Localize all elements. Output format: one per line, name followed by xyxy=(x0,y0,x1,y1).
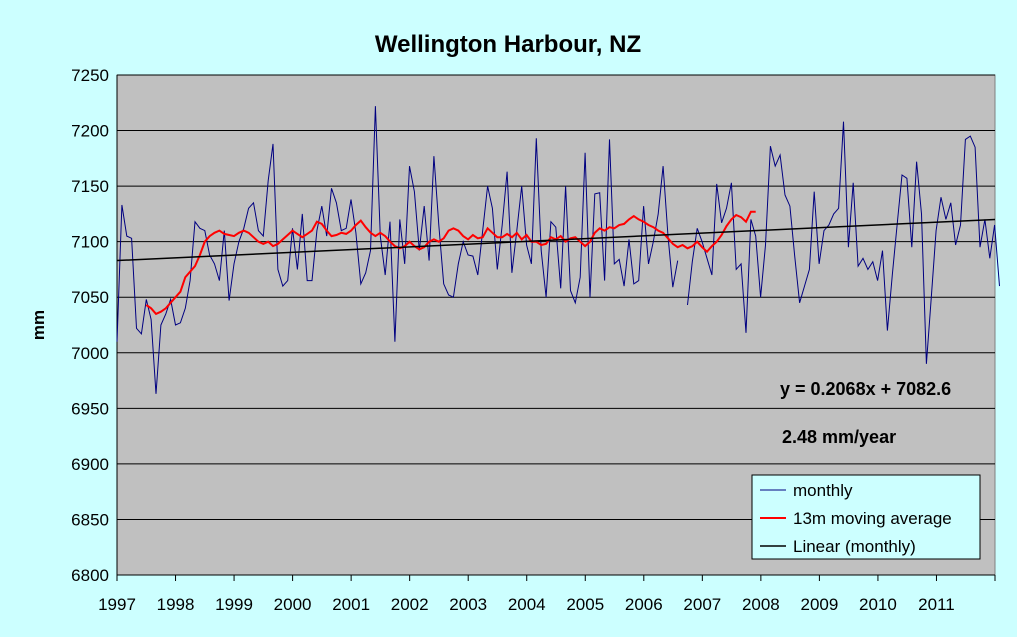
y-tick-labels: 7250 7200 7150 7100 7050 7000 6950 6900 6850 6800 xyxy=(71,66,109,585)
legend-label: Linear (monthly) xyxy=(793,537,916,556)
legend-label: 13m moving average xyxy=(793,509,952,528)
chart-title: Wellington Harbour, NZ xyxy=(375,31,641,58)
x-tick-label: 2003 xyxy=(449,595,487,614)
x-tick-label: 2006 xyxy=(625,595,663,614)
x-tick-label: 1997 xyxy=(98,595,136,614)
x-tick-label: 2008 xyxy=(742,595,780,614)
y-tick-label: 7000 xyxy=(71,344,109,363)
y-tick-label: 7150 xyxy=(71,177,109,196)
series-line-linear-trend xyxy=(116,218,996,262)
x-tick-label: 2005 xyxy=(566,595,604,614)
x-tick-label: 2010 xyxy=(859,595,897,614)
x-tick-label: 2004 xyxy=(508,595,546,614)
x-tick-label: 2011 xyxy=(918,595,955,614)
series-line-moving-average xyxy=(145,210,756,316)
y-tick-label: 6950 xyxy=(71,399,109,418)
x-tick-label: 2001 xyxy=(332,595,370,614)
x-tick-label: 1998 xyxy=(157,595,195,614)
x-tick-labels: 1997 1998 1999 2000 2001 2002 2003 2004 2005 2006… xyxy=(98,595,955,614)
y-tick-label: 6850 xyxy=(71,510,109,529)
trend-equation: y = 0.2068x + 7082.6 xyxy=(780,379,951,399)
x-tick-label: 2000 xyxy=(274,595,312,614)
x-tick-label: 1999 xyxy=(215,595,253,614)
y-tick-label: 7100 xyxy=(71,233,109,252)
axes xyxy=(116,75,996,581)
x-tick-label: 2002 xyxy=(391,595,429,614)
y-tick-label: 6800 xyxy=(71,566,109,585)
legend-label: monthly xyxy=(793,481,853,500)
y-tick-label: 7250 xyxy=(71,66,109,85)
y-tick-label: 6900 xyxy=(71,455,109,474)
x-tick-label: 2009 xyxy=(800,595,838,614)
legend-box xyxy=(751,474,981,560)
y-axis-label: mm xyxy=(29,310,48,340)
x-tick-label: 2007 xyxy=(683,595,721,614)
legend: monthly 13m moving average Linear (monthly… xyxy=(751,474,981,560)
trend-rate: 2.48 mm/year xyxy=(782,427,896,447)
y-tick-label: 7050 xyxy=(71,288,109,307)
y-tick-label: 7200 xyxy=(71,122,109,141)
series-group xyxy=(116,106,1000,394)
